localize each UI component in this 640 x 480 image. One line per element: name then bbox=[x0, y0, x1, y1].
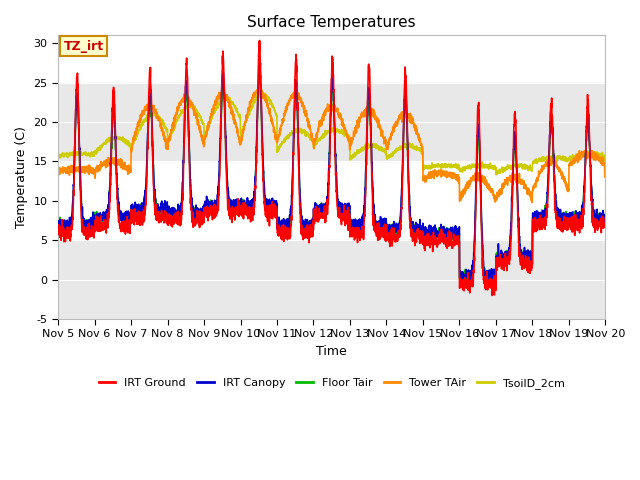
TsoilD_2cm bbox=[264, 96, 272, 102]
Tower TAir bbox=[54, 167, 62, 173]
IRT Ground bbox=[488, 292, 496, 298]
TsoilD_2cm bbox=[288, 128, 296, 134]
IRT Ground bbox=[256, 37, 264, 43]
Tower TAir bbox=[288, 93, 296, 98]
Line: Tower TAir: Tower TAir bbox=[58, 87, 605, 203]
Tower TAir bbox=[602, 174, 609, 180]
TsoilD_2cm bbox=[149, 113, 157, 119]
Tower TAir bbox=[528, 200, 536, 205]
X-axis label: Time: Time bbox=[316, 345, 347, 358]
Floor Tair bbox=[466, 282, 474, 288]
Tower TAir bbox=[116, 163, 124, 169]
Floor Tair bbox=[116, 214, 124, 220]
IRT Ground bbox=[116, 221, 124, 227]
IRT Canopy bbox=[591, 214, 599, 219]
Tower TAir bbox=[532, 177, 540, 183]
TsoilD_2cm bbox=[602, 158, 609, 164]
Floor Tair bbox=[264, 204, 272, 209]
Legend: IRT Ground, IRT Canopy, Floor Tair, Tower TAir, TsoilD_2cm: IRT Ground, IRT Canopy, Floor Tair, Towe… bbox=[94, 373, 569, 393]
IRT Canopy bbox=[602, 222, 609, 228]
IRT Canopy bbox=[264, 199, 272, 204]
IRT Canopy bbox=[116, 216, 124, 222]
IRT Canopy bbox=[466, 279, 474, 285]
Bar bbox=[58, 83, 605, 161]
IRT Ground bbox=[591, 221, 599, 227]
Line: TsoilD_2cm: TsoilD_2cm bbox=[58, 92, 605, 175]
IRT Ground bbox=[54, 230, 62, 236]
IRT Canopy bbox=[149, 147, 157, 153]
Title: Surface Temperatures: Surface Temperatures bbox=[248, 15, 416, 30]
IRT Ground bbox=[602, 222, 609, 228]
Line: IRT Ground: IRT Ground bbox=[58, 40, 605, 295]
IRT Ground bbox=[264, 207, 272, 213]
Text: TZ_irt: TZ_irt bbox=[63, 39, 104, 52]
IRT Canopy bbox=[532, 217, 540, 223]
Y-axis label: Temperature (C): Temperature (C) bbox=[15, 126, 28, 228]
Tower TAir bbox=[256, 84, 264, 90]
Floor Tair bbox=[54, 221, 62, 227]
TsoilD_2cm bbox=[116, 135, 124, 141]
Tower TAir bbox=[591, 154, 599, 159]
IRT Ground bbox=[149, 164, 157, 170]
Tower TAir bbox=[149, 106, 157, 111]
Floor Tair bbox=[288, 196, 296, 202]
Floor Tair bbox=[602, 222, 609, 228]
Floor Tair bbox=[532, 218, 540, 224]
Floor Tair bbox=[591, 213, 599, 218]
IRT Canopy bbox=[288, 195, 296, 201]
TsoilD_2cm bbox=[257, 89, 264, 95]
TsoilD_2cm bbox=[493, 172, 501, 178]
IRT Ground bbox=[532, 219, 540, 225]
Tower TAir bbox=[264, 104, 272, 109]
Line: Floor Tair: Floor Tair bbox=[58, 75, 605, 285]
TsoilD_2cm bbox=[591, 151, 599, 157]
TsoilD_2cm bbox=[532, 156, 540, 162]
Bar bbox=[58, 240, 605, 319]
TsoilD_2cm bbox=[54, 155, 62, 160]
Line: IRT Canopy: IRT Canopy bbox=[58, 64, 605, 282]
IRT Canopy bbox=[255, 61, 263, 67]
IRT Canopy bbox=[54, 218, 62, 224]
IRT Ground bbox=[288, 213, 296, 219]
Floor Tair bbox=[256, 72, 264, 78]
Floor Tair bbox=[149, 154, 157, 160]
